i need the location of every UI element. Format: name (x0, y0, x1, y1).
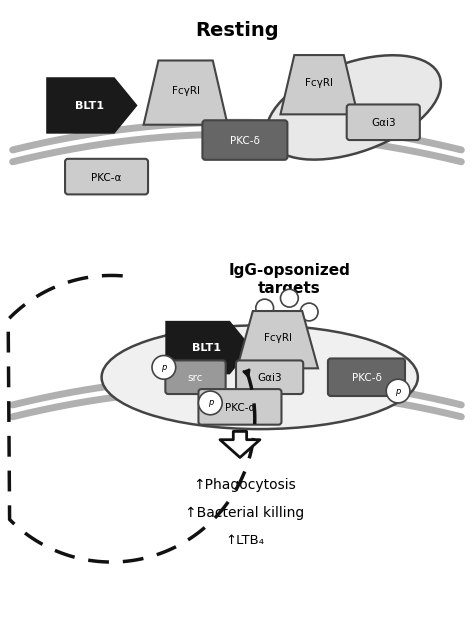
Polygon shape (144, 61, 228, 125)
FancyBboxPatch shape (328, 359, 405, 396)
Text: Gαi3: Gαi3 (371, 118, 396, 128)
Polygon shape (166, 322, 250, 373)
Text: p: p (395, 387, 401, 396)
Text: FcγRI: FcγRI (305, 78, 333, 88)
Text: PKC-δ: PKC-δ (352, 373, 382, 383)
Text: ↑LTB₄: ↑LTB₄ (226, 534, 264, 548)
Polygon shape (281, 55, 357, 114)
Text: BLT1: BLT1 (192, 342, 221, 352)
Circle shape (256, 299, 273, 317)
FancyBboxPatch shape (165, 361, 226, 394)
Circle shape (199, 391, 222, 415)
Text: FcγRI: FcγRI (264, 332, 292, 342)
FancyBboxPatch shape (202, 120, 287, 160)
Text: FcγRI: FcγRI (172, 86, 200, 96)
Text: src: src (188, 373, 203, 383)
Ellipse shape (101, 326, 418, 429)
Polygon shape (237, 311, 318, 368)
Text: PKC-δ: PKC-δ (230, 136, 260, 146)
Circle shape (152, 356, 176, 379)
FancyBboxPatch shape (199, 389, 282, 424)
Circle shape (281, 289, 298, 307)
FancyBboxPatch shape (236, 361, 303, 394)
Text: ↑Bacterial killing: ↑Bacterial killing (185, 506, 304, 520)
Text: Resting: Resting (195, 21, 279, 41)
Circle shape (386, 379, 410, 403)
FancyBboxPatch shape (346, 104, 420, 140)
Text: IgG-opsonized
targets: IgG-opsonized targets (228, 262, 350, 296)
Polygon shape (47, 78, 136, 132)
Text: p: p (208, 398, 213, 408)
Text: p: p (161, 363, 166, 372)
Text: BLT1: BLT1 (75, 101, 104, 111)
Text: Gαi3: Gαi3 (257, 373, 282, 383)
Ellipse shape (266, 55, 441, 159)
FancyBboxPatch shape (65, 159, 148, 194)
Text: PKC-α: PKC-α (225, 403, 255, 413)
Text: PKC-α: PKC-α (91, 173, 122, 182)
Text: ↑Phagocytosis: ↑Phagocytosis (193, 478, 296, 492)
Circle shape (300, 303, 318, 321)
